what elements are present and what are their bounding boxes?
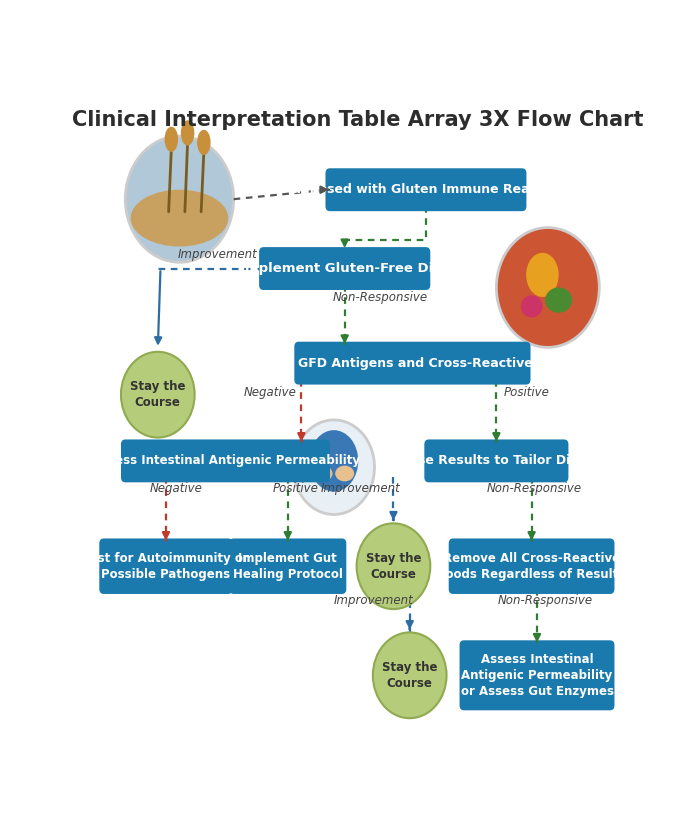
Text: Non-Responsive: Non-Responsive <box>498 594 593 607</box>
Text: Implement Gut
Healing Protocol: Implement Gut Healing Protocol <box>233 552 343 581</box>
Ellipse shape <box>310 430 359 491</box>
Circle shape <box>496 228 599 347</box>
Text: Improvement: Improvement <box>321 482 401 495</box>
Ellipse shape <box>521 296 542 318</box>
Text: Improvement: Improvement <box>333 594 413 607</box>
Text: Positive: Positive <box>503 386 549 399</box>
Ellipse shape <box>526 253 559 297</box>
Text: Assess Intestinal
Antigenic Permeability
or Assess Gut Enzymes: Assess Intestinal Antigenic Permeability… <box>461 653 614 698</box>
Circle shape <box>294 420 375 514</box>
Text: Negative: Negative <box>150 482 202 495</box>
Text: Improvement: Improvement <box>178 248 257 261</box>
FancyBboxPatch shape <box>449 538 614 594</box>
Text: Assess Intestinal Antigenic Permeability: Assess Intestinal Antigenic Permeability <box>92 455 359 468</box>
Circle shape <box>125 136 233 262</box>
Text: Positive: Positive <box>273 482 319 495</box>
FancyBboxPatch shape <box>294 342 531 385</box>
Ellipse shape <box>164 127 178 152</box>
Ellipse shape <box>131 190 229 247</box>
Text: Use Results to Tailor Diet: Use Results to Tailor Diet <box>408 455 584 468</box>
Text: Non-Responsive: Non-Responsive <box>487 482 582 495</box>
Ellipse shape <box>336 466 354 482</box>
FancyBboxPatch shape <box>326 168 526 211</box>
Ellipse shape <box>197 129 210 155</box>
Text: Stay the
Course: Stay the Course <box>382 661 438 690</box>
Ellipse shape <box>181 120 194 146</box>
Text: Clinical Interpretation Table Array 3X Flow Chart: Clinical Interpretation Table Array 3X F… <box>73 111 644 130</box>
FancyBboxPatch shape <box>459 640 614 710</box>
Text: Negative: Negative <box>243 386 296 399</box>
Text: Stay the
Course: Stay the Course <box>130 380 185 410</box>
FancyBboxPatch shape <box>424 440 568 482</box>
Text: Non-Responsive: Non-Responsive <box>332 291 428 304</box>
Text: Stay the
Course: Stay the Course <box>366 552 421 581</box>
Text: Implement Gluten-Free Diet: Implement Gluten-Free Diet <box>240 262 449 275</box>
Text: Test for Autoimmunity or
Possible Pathogens: Test for Autoimmunity or Possible Pathog… <box>83 552 249 581</box>
FancyBboxPatch shape <box>259 247 431 290</box>
Text: Remove All Cross-Reactive
Foods Regardless of Results: Remove All Cross-Reactive Foods Regardle… <box>438 552 625 581</box>
FancyBboxPatch shape <box>121 440 330 482</box>
Text: Assess GFD Antigens and Cross-Reactive Foods: Assess GFD Antigens and Cross-Reactive F… <box>246 356 579 369</box>
Ellipse shape <box>373 632 447 718</box>
Ellipse shape <box>356 523 431 609</box>
Text: Diagnosed with Gluten Immune Reactivity: Diagnosed with Gluten Immune Reactivity <box>278 183 574 197</box>
FancyBboxPatch shape <box>229 538 346 594</box>
Ellipse shape <box>545 287 572 313</box>
Ellipse shape <box>314 466 333 482</box>
Ellipse shape <box>121 352 194 437</box>
FancyBboxPatch shape <box>99 538 233 594</box>
